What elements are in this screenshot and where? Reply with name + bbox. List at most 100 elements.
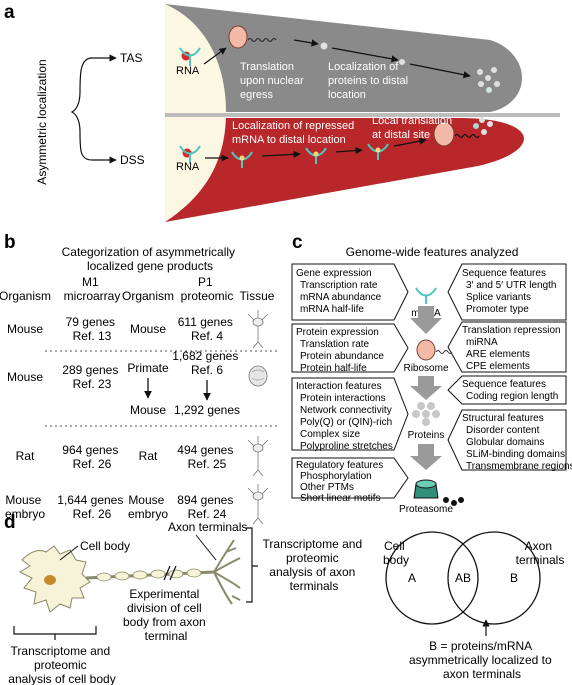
local-translation-text: Local translation at distal site: [372, 115, 455, 141]
venn-ab-label: AB: [455, 571, 471, 585]
panel-b: b Categorization of asymmetrically local…: [0, 232, 280, 525]
brain-tissue-icon: [248, 365, 268, 387]
ribosome-chain-icon: [435, 350, 453, 354]
experimental-division-text: Experimental division of cell body from …: [123, 587, 209, 643]
cell-body-bracket: [13, 626, 97, 640]
tas-cell-shape: [165, 4, 522, 112]
mrna-icon-bottom: [179, 145, 201, 164]
venn-a-label: A: [408, 571, 416, 585]
sequence-features-text: Sequence features 3′ and 5′ UTR length S…: [462, 268, 559, 315]
neuron-icon: [18, 539, 241, 613]
row-3-organism: Rat: [16, 449, 35, 463]
venn-right-title: Axon terminals: [516, 539, 565, 567]
panel-a: a Asymmetric localization TAS DSS RNA: [4, 2, 560, 222]
row-1-p1: 611 genes Ref. 4: [178, 315, 237, 343]
header-organism-2: Organism: [122, 289, 174, 303]
venn-cell-body-circle: [385, 531, 479, 625]
panel-d-label: d: [4, 512, 16, 533]
structural-features-text: Structural features Disorder content Glo…: [462, 413, 572, 472]
dss-label: DSS: [120, 153, 145, 167]
proteasome-center-label: Proteasome: [399, 504, 453, 515]
mrna-icon: [179, 47, 201, 66]
asymmetric-localization-label: Asymmetric localization: [35, 59, 49, 184]
interaction-features-box: [291, 377, 409, 451]
arrow-protein-to-mid: [331, 47, 399, 63]
protein-dot-icon: [320, 42, 328, 50]
neuron-tissue-icon-4: [247, 484, 269, 525]
ribosome-center-icon: [416, 339, 436, 361]
venn-note-text: B = proteins/mRNA asymmetrically localiz…: [409, 639, 555, 681]
proteasome-icon: [413, 479, 464, 506]
coding-sequence-text: Sequence features Coding region length: [462, 379, 558, 402]
protein-dot-icon-2: [399, 59, 405, 65]
peptide-chain-icon: [247, 37, 277, 43]
axon-terminals-label: Axon terminals: [168, 520, 247, 534]
localization-proteins-text: Localization of proteins to distal locat…: [328, 61, 411, 101]
axon-bracket: [246, 527, 258, 603]
repressor-dot-icon-1: [239, 155, 245, 161]
rna-label-bottom: RNA: [176, 161, 200, 173]
header-tissue: Tissue: [240, 289, 275, 303]
panel-b-title: Categorization of asymmetrically localiz…: [62, 245, 239, 273]
table-row: Mouse 289 genes Ref. 23 Primate 1,682 ge…: [7, 349, 241, 417]
flow-arrow-icon-3: [410, 444, 442, 470]
arrow-mrna-3: [335, 146, 363, 155]
gene-expression-box: [291, 263, 409, 321]
arrow-mrna-2: [261, 150, 301, 158]
row-1-organism-2: Mouse: [130, 322, 166, 336]
table-row: Mouse embryo 1,644 genes Ref. 26 Mouse e…: [5, 493, 233, 521]
row-2-organism: Mouse: [7, 370, 43, 384]
ribosome-icon: [228, 25, 248, 49]
proteins-center-icon: [412, 402, 440, 426]
row-2-organism-2b: Mouse: [130, 403, 166, 417]
table-header: Organism M1 microarray Organism P1 prote…: [0, 275, 275, 303]
translation-text: Translation upon nuclear egress: [240, 61, 307, 101]
translation-repression-box: [447, 321, 567, 373]
row-2-organism-2: Primate: [127, 361, 169, 375]
regulatory-features-box: [291, 457, 409, 499]
ribosome-center-label: Ribosome: [403, 363, 448, 374]
row-4-m1: 1,644 genes Ref. 26: [57, 493, 126, 521]
row-4-organism-2: Mouse embryo: [128, 493, 168, 521]
tas-label: TAS: [120, 51, 142, 65]
panel-a-label: a: [4, 2, 15, 23]
header-m1: M1 microarray: [64, 275, 121, 303]
gene-expression-text: Gene expression Transcription rate mRNA …: [296, 268, 384, 315]
arrow-to-distal-site: [393, 137, 427, 147]
row-1-organism: Mouse: [7, 322, 43, 336]
row-2-p1: 1,682 genes Ref. 6: [172, 349, 241, 377]
panel-b-label: b: [4, 232, 16, 253]
protein-expression-text: Protein expression Translation rate Prot…: [296, 327, 387, 374]
interaction-features-text: Interaction features Protein interaction…: [296, 381, 395, 452]
row-3-p1: 494 genes Ref. 25: [177, 443, 236, 471]
arrow-to-distal: [409, 63, 471, 79]
panel-d: d Cell body Axon terminals Experimental: [4, 512, 564, 685]
structural-features-box: [447, 409, 567, 471]
distal-proteins-icon: [477, 67, 500, 93]
proteins-center-label: Proteins: [408, 430, 445, 441]
header-organism-1: Organism: [0, 289, 51, 303]
translation-repression-text: Translation repression miRNA ARE element…: [462, 325, 563, 372]
brace-icon: [70, 57, 93, 161]
table-row: Mouse 79 genes Ref. 13 Mouse 611 genes R…: [7, 315, 237, 343]
row-3-organism-2: Rat: [139, 449, 158, 463]
row-2-m1: 289 genes Ref. 23: [62, 363, 121, 391]
venn-left-title: Cell body: [383, 539, 409, 567]
regulatory-features-text: Regulatory features Phosphorylation Othe…: [296, 460, 386, 504]
axon-analysis-text: Transcriptome and proteomic analysis of …: [263, 537, 366, 593]
distal-ribosome-icon: [433, 121, 455, 147]
arrow-to-protein: [293, 39, 319, 47]
mrna-center-icon: [415, 287, 437, 304]
venn-b-label: B: [510, 571, 518, 585]
dss-cell-shape: [165, 118, 524, 222]
axon-terminals-pointer: [195, 534, 217, 561]
cell-body-analysis-text: Transcriptome and proteomic analysis of …: [8, 644, 115, 685]
cell-body-label: Cell body: [80, 539, 130, 553]
panel-c-title: Genome-wide features analyzed: [346, 245, 519, 259]
localization-mrna-text: Localization of repressed mRNA to distal…: [232, 120, 357, 146]
table-row: Rat 964 genes Ref. 26 Rat 494 genes Ref.…: [16, 443, 236, 471]
rna-label-top: RNA: [176, 65, 200, 77]
row-1-m1: 79 genes Ref. 13: [66, 315, 119, 343]
cell-body-pointer: [59, 545, 79, 561]
